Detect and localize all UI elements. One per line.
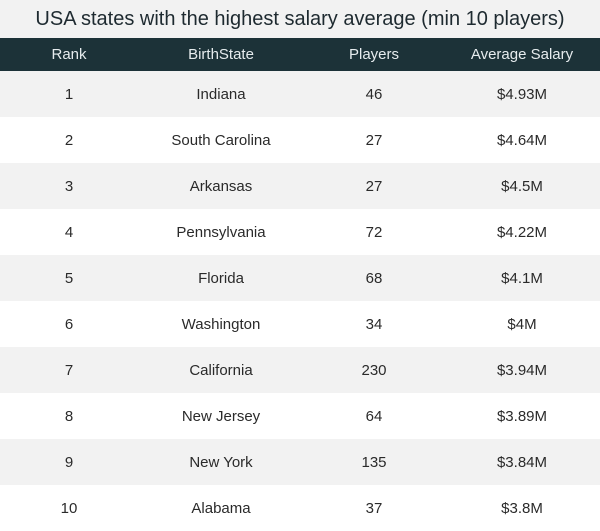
table-row: 4 Pennsylvania 72 $4.22M (0, 209, 600, 255)
header-players: Players (304, 38, 444, 71)
cell-birthstate: New Jersey (138, 393, 304, 439)
cell-players: 27 (304, 117, 444, 163)
cell-rank: 1 (0, 71, 138, 117)
cell-rank: 5 (0, 255, 138, 301)
cell-players: 34 (304, 301, 444, 347)
table-row: 10 Alabama 37 $3.8M (0, 485, 600, 531)
cell-players: 37 (304, 485, 444, 531)
cell-players: 27 (304, 163, 444, 209)
table-row: 1 Indiana 46 $4.93M (0, 71, 600, 117)
header-row: Rank BirthState Players Average Salary (0, 38, 600, 71)
cell-average-salary: $3.94M (444, 347, 600, 393)
cell-rank: 7 (0, 347, 138, 393)
cell-players: 135 (304, 439, 444, 485)
cell-birthstate: Florida (138, 255, 304, 301)
cell-rank: 4 (0, 209, 138, 255)
table-row: 5 Florida 68 $4.1M (0, 255, 600, 301)
cell-birthstate: South Carolina (138, 117, 304, 163)
table-row: 2 South Carolina 27 $4.64M (0, 117, 600, 163)
cell-players: 68 (304, 255, 444, 301)
header-birthstate: BirthState (138, 38, 304, 71)
cell-players: 230 (304, 347, 444, 393)
cell-average-salary: $4.5M (444, 163, 600, 209)
cell-rank: 10 (0, 485, 138, 531)
cell-average-salary: $4.93M (444, 71, 600, 117)
table-row: 3 Arkansas 27 $4.5M (0, 163, 600, 209)
cell-rank: 3 (0, 163, 138, 209)
header-average-salary: Average Salary (444, 38, 600, 71)
cell-birthstate: Arkansas (138, 163, 304, 209)
salary-table: Rank BirthState Players Average Salary 1… (0, 38, 600, 531)
cell-rank: 2 (0, 117, 138, 163)
table-row: 6 Washington 34 $4M (0, 301, 600, 347)
cell-rank: 9 (0, 439, 138, 485)
cell-birthstate: Pennsylvania (138, 209, 304, 255)
cell-average-salary: $4M (444, 301, 600, 347)
cell-birthstate: California (138, 347, 304, 393)
cell-average-salary: $4.1M (444, 255, 600, 301)
cell-rank: 8 (0, 393, 138, 439)
cell-average-salary: $4.22M (444, 209, 600, 255)
cell-birthstate: Alabama (138, 485, 304, 531)
cell-players: 72 (304, 209, 444, 255)
cell-players: 46 (304, 71, 444, 117)
cell-average-salary: $4.64M (444, 117, 600, 163)
cell-average-salary: $3.8M (444, 485, 600, 531)
cell-rank: 6 (0, 301, 138, 347)
cell-players: 64 (304, 393, 444, 439)
table-row: 8 New Jersey 64 $3.89M (0, 393, 600, 439)
cell-average-salary: $3.84M (444, 439, 600, 485)
table-row: 9 New York 135 $3.84M (0, 439, 600, 485)
table-title: USA states with the highest salary avera… (35, 8, 565, 30)
cell-birthstate: Washington (138, 301, 304, 347)
cell-birthstate: Indiana (138, 71, 304, 117)
header-rank: Rank (0, 38, 138, 71)
table-row: 7 California 230 $3.94M (0, 347, 600, 393)
cell-average-salary: $3.89M (444, 393, 600, 439)
cell-birthstate: New York (138, 439, 304, 485)
